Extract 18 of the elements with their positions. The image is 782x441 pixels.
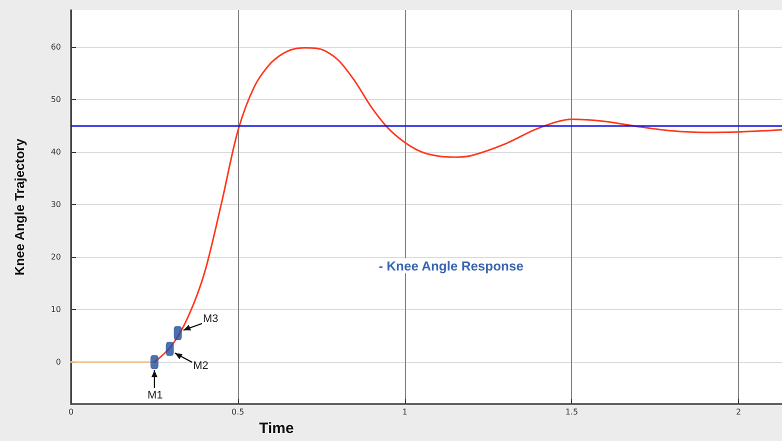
annotation: M2	[193, 360, 208, 372]
annotation: M3	[202, 313, 218, 326]
x-tick-label: 2	[736, 408, 742, 417]
x-tick-label: 0	[68, 408, 74, 417]
x-tick-label: 0.5	[232, 408, 244, 417]
y-tick-label: 0	[56, 358, 61, 367]
x-tick-label: 1	[402, 408, 408, 417]
x-axis-title: Time	[259, 420, 294, 437]
y-tick-label: 20	[50, 252, 61, 262]
y-tick-label: 30	[50, 200, 61, 209]
y-tick-label: 10	[50, 305, 61, 314]
x-tick-label: 1.5	[565, 408, 578, 417]
y-tick-label: 50	[50, 94, 61, 104]
annotation: - Knee Angle Response	[378, 258, 524, 274]
y-axis-title: Knee Angle Trajectory	[12, 138, 27, 276]
y-tick-label: 60	[50, 42, 61, 52]
y-tick-label: 40	[50, 147, 61, 156]
annotation: M1	[147, 390, 163, 402]
